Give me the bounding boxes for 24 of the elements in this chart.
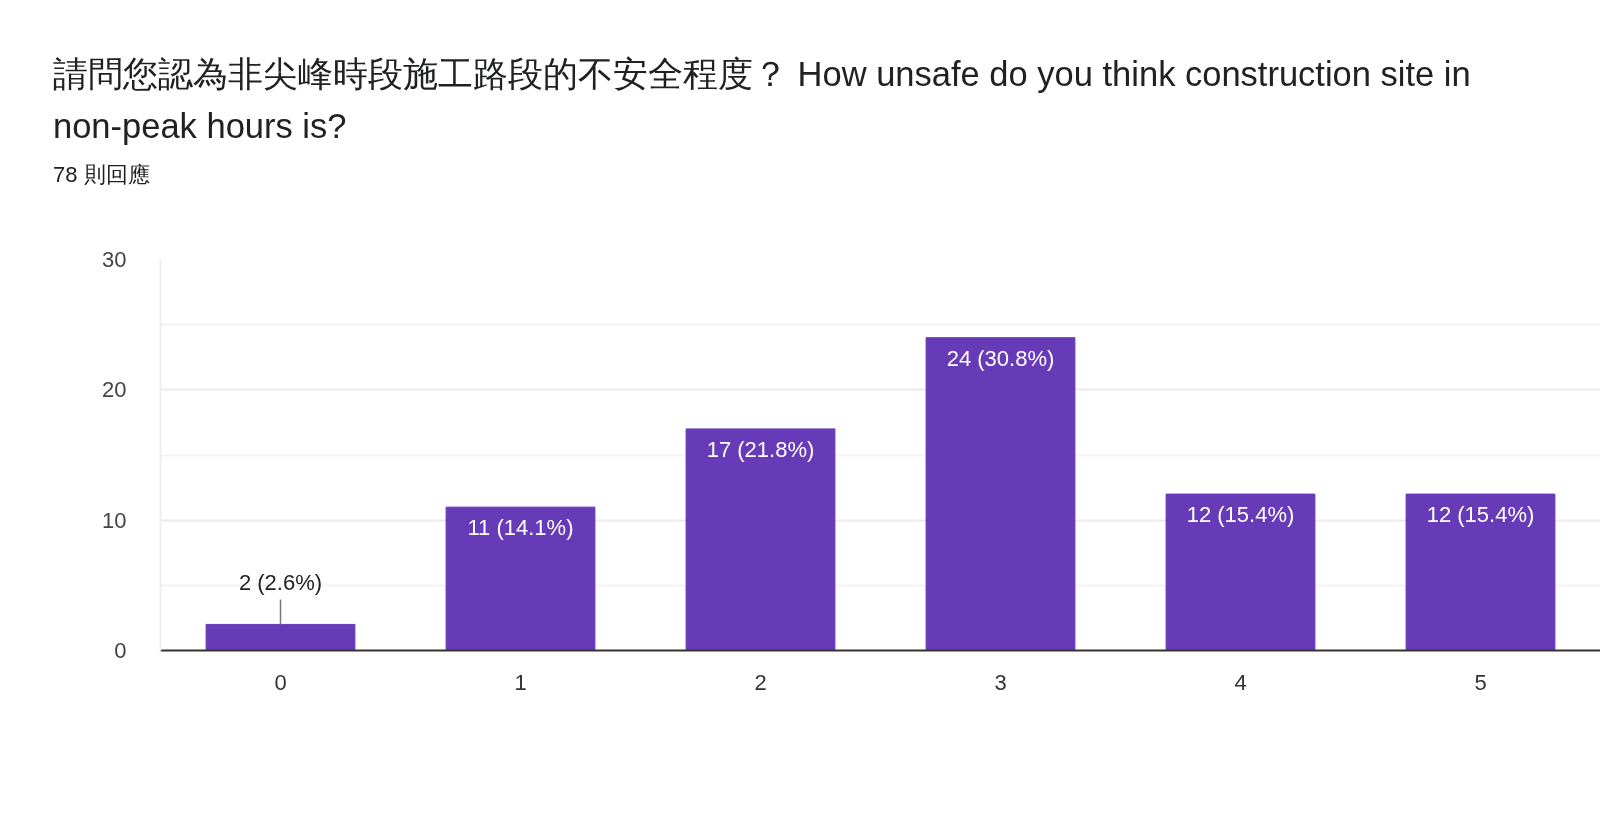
y-tick-label: 20 (102, 377, 127, 403)
data-label: 12 (15.4%) (1426, 502, 1535, 528)
bar (685, 428, 836, 651)
y-tick-label: 30 (102, 247, 127, 272)
data-label: 2 (2.6%) (238, 570, 323, 596)
x-tick-label: 4 (1234, 669, 1247, 695)
bar (925, 337, 1076, 651)
data-label: 24 (30.8%) (946, 345, 1055, 371)
chart-title: 請問您認為非尖峰時段施工路段的不安全程度？ How unsafe do you think construction site in non-peak hours is? (53, 54, 1472, 147)
data-label: 11 (14.1%) (467, 515, 574, 541)
x-tick-label: 5 (1474, 669, 1487, 695)
x-tick-label: 1 (514, 669, 527, 695)
bar (1165, 493, 1316, 651)
y-tick-label: 10 (102, 507, 127, 533)
bar (205, 623, 356, 651)
x-tick-label: 0 (274, 669, 287, 695)
data-label: 12 (15.4%) (1186, 502, 1295, 528)
x-tick-label: 2 (754, 669, 767, 695)
chart-subtitle: 78 則回應 (53, 161, 150, 189)
bar (1405, 493, 1556, 651)
y-tick-label: 0 (114, 638, 127, 663)
data-label: 17 (21.8%) (706, 436, 815, 462)
x-tick-label: 3 (994, 669, 1007, 695)
bar (445, 506, 596, 651)
